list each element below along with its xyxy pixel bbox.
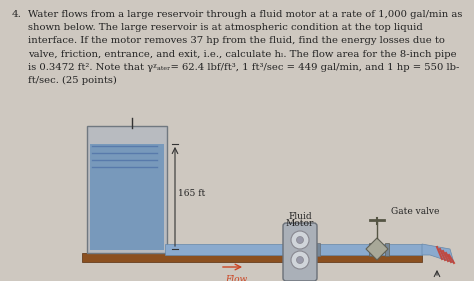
Text: ft/sec. (25 points): ft/sec. (25 points) <box>28 76 117 85</box>
Text: Gate valve: Gate valve <box>391 207 439 216</box>
Bar <box>369 243 373 256</box>
Bar <box>385 243 389 256</box>
Text: valve, friction, entrance, and exit, i.e., calculate hₗ. The flow area for the 8: valve, friction, entrance, and exit, i.e… <box>28 50 456 59</box>
Text: shown below. The large reservoir is at atmospheric condition at the top liquid: shown below. The large reservoir is at a… <box>28 23 423 32</box>
Bar <box>315 243 320 256</box>
Text: Water flows from a large reservoir through a fluid motor at a rate of 1,000 gal/: Water flows from a large reservoir throu… <box>28 10 462 19</box>
Bar <box>82 253 422 262</box>
Circle shape <box>297 237 303 244</box>
Text: Flow: Flow <box>225 275 247 281</box>
Polygon shape <box>366 238 388 260</box>
Text: interface. If the motor removes 37 hp from the fluid, find the energy losses due: interface. If the motor removes 37 hp fr… <box>28 37 445 46</box>
Text: Fluid: Fluid <box>288 212 312 221</box>
Circle shape <box>291 251 309 269</box>
FancyBboxPatch shape <box>283 223 317 281</box>
Text: is 0.3472 ft². Note that γᵡₐₜₑᵣ= 62.4 lbf/ft³, 1 ft³/sec = 449 gal/min, and 1 hp: is 0.3472 ft². Note that γᵡₐₜₑᵣ= 62.4 lb… <box>28 63 459 72</box>
Bar <box>90 144 164 250</box>
Polygon shape <box>422 244 454 263</box>
Text: 4.: 4. <box>12 10 22 19</box>
Circle shape <box>297 257 303 264</box>
Bar <box>87 126 167 253</box>
Text: Motor: Motor <box>286 219 314 228</box>
Circle shape <box>291 231 309 249</box>
Bar <box>290 243 295 256</box>
Bar <box>165 244 422 255</box>
Text: 165 ft: 165 ft <box>178 189 205 198</box>
